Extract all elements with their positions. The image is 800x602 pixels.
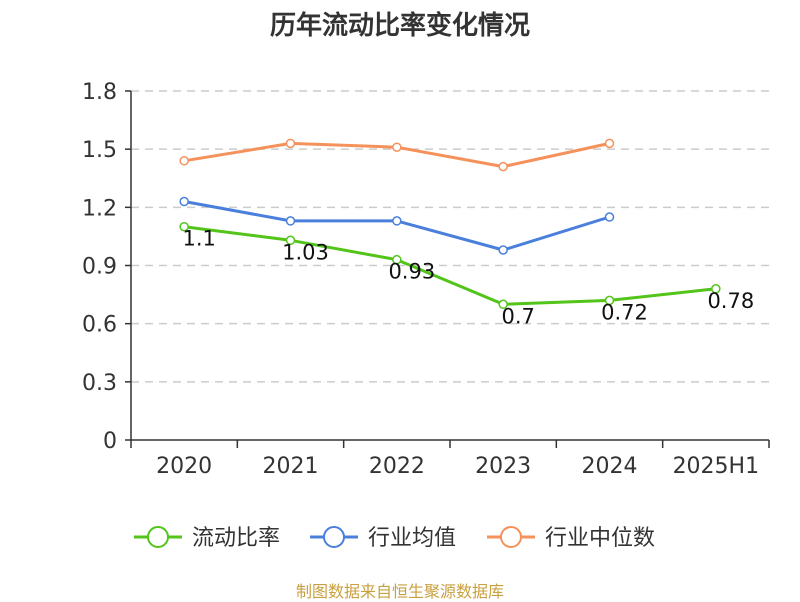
data-point <box>604 138 615 149</box>
x-tick-label: 2022 <box>369 454 425 479</box>
legend-label-2: 行业中位数 <box>545 526 655 551</box>
legend-marker-1 <box>323 526 345 548</box>
data-point <box>179 221 189 232</box>
y-tick-label: 0.3 <box>82 371 117 396</box>
y-tick-label: 1.2 <box>82 196 117 221</box>
legend-label-0: 流动比率 <box>192 526 280 551</box>
x-tick-label: 2024 <box>582 454 638 479</box>
legend-marker-2 <box>500 526 522 548</box>
data-label: 0.93 <box>388 260 435 284</box>
x-tick-label: 2023 <box>475 454 531 479</box>
data-label: 0.72 <box>601 300 648 324</box>
data-point <box>498 245 508 255</box>
data-point <box>604 212 615 222</box>
data-point <box>392 142 402 152</box>
y-tick-label: 0 <box>103 429 117 454</box>
data-point <box>498 161 508 172</box>
data-point <box>179 156 189 166</box>
x-tick-label: 2025H1 <box>673 454 760 479</box>
y-tick-label: 1.8 <box>82 80 117 105</box>
chart-title: 历年流动比率变化情况 <box>270 10 530 41</box>
data-point <box>285 216 296 226</box>
data-point <box>285 138 296 149</box>
x-tick-label: 2021 <box>263 454 319 479</box>
data-label: 0.7 <box>501 304 534 328</box>
data-label: 1.03 <box>282 240 329 264</box>
y-tick-label: 1.5 <box>82 138 117 163</box>
y-tick-label: 0.9 <box>82 255 117 280</box>
y-tick-label: 0.6 <box>82 313 117 338</box>
data-point <box>285 235 296 246</box>
data-point <box>392 216 402 226</box>
legend-marker-0 <box>147 526 169 548</box>
source-footer: 制图数据来自恒生聚源数据库 <box>295 582 504 601</box>
series-line-1 <box>183 200 610 252</box>
data-point <box>498 299 508 310</box>
data-point <box>711 284 721 294</box>
data-point <box>604 295 615 306</box>
legend-label-1: 行业均值 <box>368 526 456 551</box>
series-line-0 <box>184 225 716 306</box>
data-point <box>392 254 402 265</box>
data-point <box>179 196 189 207</box>
x-tick-label: 2020 <box>156 454 212 479</box>
data-label: 0.78 <box>707 289 754 313</box>
data-label: 1.1 <box>182 227 215 251</box>
